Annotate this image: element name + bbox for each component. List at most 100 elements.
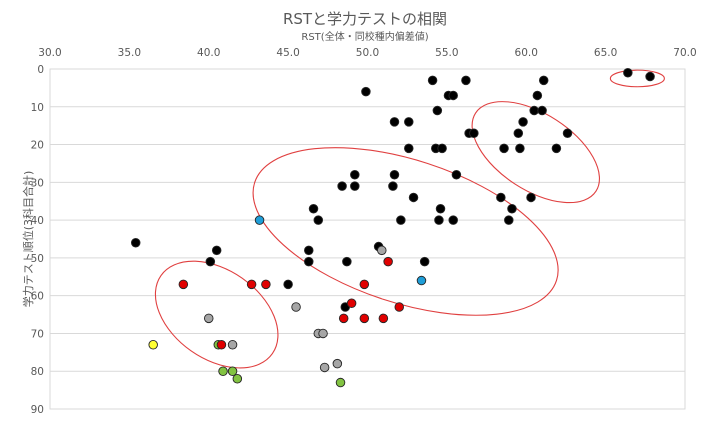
data-point-black — [304, 256, 314, 267]
data-point-black — [507, 204, 517, 214]
plot-area — [49, 68, 686, 410]
data-point-black — [513, 128, 524, 138]
x-tick-label: 40.0 — [197, 47, 220, 59]
data-point-yellow — [148, 340, 158, 350]
data-point-black — [396, 215, 406, 225]
data-point-black — [532, 90, 543, 101]
y-tick-label: 50 — [31, 253, 44, 265]
data-point-black — [404, 117, 414, 127]
data-point-gray — [318, 328, 328, 339]
data-point-black — [388, 181, 398, 191]
y-tick-label: 0 — [37, 64, 44, 76]
data-point-red — [261, 279, 271, 290]
data-point-black — [205, 256, 216, 267]
cluster-ellipse-3 — [471, 101, 600, 204]
grid — [49, 68, 686, 410]
data-point-black — [350, 170, 360, 180]
data-point-black — [130, 238, 141, 248]
data-point-green — [218, 366, 228, 376]
x-tick-label: 60.0 — [515, 47, 538, 59]
data-point-red — [378, 313, 389, 324]
data-point-red — [383, 256, 393, 267]
data-point-gray — [227, 340, 238, 350]
data-point-green — [232, 374, 243, 384]
data-point-black — [408, 192, 419, 203]
chart-title: RSTと学力テストの相関 — [283, 10, 447, 28]
y-axis: 0 10 20 30 40 50 60 70 80 90 — [31, 64, 44, 416]
data-point-black — [404, 143, 414, 154]
y-tick-label: 10 — [31, 102, 44, 114]
data-point-black — [389, 117, 400, 127]
data-point-gray — [319, 362, 330, 373]
data-point-blue — [254, 215, 265, 225]
data-point-green — [335, 377, 346, 388]
y-axis-label: 学力テスト順位(3科目合計) — [21, 171, 35, 308]
x-tick-label: 70.0 — [673, 47, 696, 59]
data-point-red — [394, 302, 405, 312]
data-point-black — [313, 215, 324, 225]
cluster-ellipse-1 — [154, 260, 279, 369]
data-point-black — [496, 192, 506, 203]
data-point-black — [337, 181, 347, 191]
data-point-gray — [332, 358, 343, 369]
y-tick-label: 40 — [31, 215, 44, 227]
data-point-black — [515, 143, 525, 154]
data-point-black — [448, 90, 458, 101]
data-point-black — [304, 245, 314, 256]
x-tick-label: 30.0 — [38, 47, 61, 59]
data-point-black — [469, 128, 479, 138]
data-point-blue — [416, 275, 427, 286]
cluster-ellipse-4 — [609, 69, 665, 88]
y-tick-label: 60 — [31, 291, 44, 303]
data-point-black — [562, 128, 573, 138]
data-point-black — [389, 170, 400, 180]
data-point-black — [361, 86, 371, 97]
data-point-black — [529, 105, 539, 116]
data-point-black — [499, 143, 509, 154]
data-point-black — [342, 256, 352, 267]
data-point-gray — [291, 302, 301, 312]
data-point-black — [623, 68, 633, 78]
data-point-red — [346, 298, 357, 308]
data-point-red — [246, 279, 257, 290]
data-point-black — [435, 204, 446, 214]
x-tick-label: 45.0 — [276, 47, 299, 59]
data-point-black — [518, 117, 528, 127]
data-point-black — [419, 256, 430, 267]
data-point-black — [448, 215, 458, 225]
data-point-red — [216, 340, 227, 350]
x-tick-label: 50.0 — [356, 47, 379, 59]
data-point-red — [359, 279, 370, 290]
chart-subtitle: RST(全体・同校種内偏差値) — [301, 30, 428, 43]
x-tick-label: 55.0 — [435, 47, 458, 59]
data-point-gray — [377, 245, 387, 256]
data-point-black — [437, 143, 447, 154]
data-point-black — [432, 105, 443, 116]
data-point-black — [434, 215, 444, 225]
data-point-red — [338, 313, 349, 324]
x-axis: 30.0 35.0 40.0 45.0 50.0 55.0 60.0 65.0 70.0 — [38, 47, 696, 59]
data-point-black — [451, 170, 462, 180]
y-tick-label: 70 — [31, 328, 44, 340]
data-point-black — [211, 245, 222, 256]
data-point-black — [504, 215, 514, 225]
data-point-black — [461, 75, 471, 86]
y-tick-label: 90 — [31, 404, 44, 416]
y-tick-label: 80 — [31, 366, 44, 378]
cluster-ellipses — [154, 69, 665, 369]
data-point-black — [350, 181, 360, 191]
data-points — [130, 68, 655, 388]
data-point-black — [526, 192, 536, 203]
x-tick-label: 35.0 — [118, 47, 141, 59]
data-point-red — [178, 279, 189, 290]
data-point-black — [645, 71, 655, 82]
data-point-green — [227, 366, 238, 376]
data-point-black — [537, 105, 547, 116]
data-point-black — [283, 279, 293, 290]
data-point-black — [308, 204, 319, 214]
data-point-black — [551, 143, 562, 154]
data-point-gray — [203, 313, 214, 324]
data-point-black — [427, 75, 438, 86]
y-tick-label: 30 — [31, 177, 44, 189]
data-point-black — [538, 75, 549, 86]
